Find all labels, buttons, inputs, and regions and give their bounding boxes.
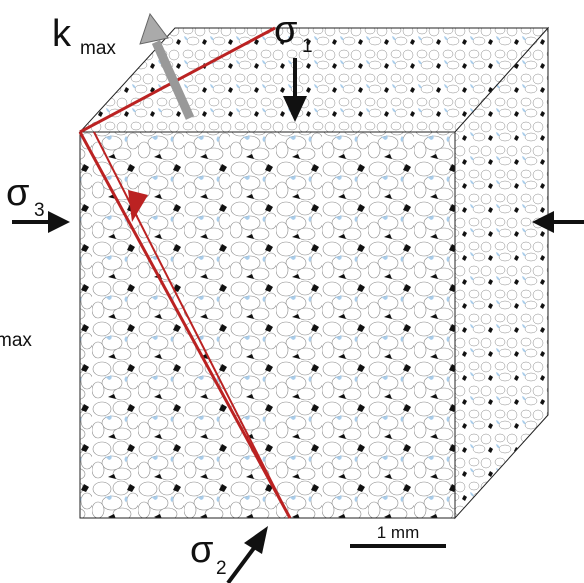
sigma-1-subscript: 1 <box>302 36 313 57</box>
k-arrowhead <box>140 14 168 44</box>
sigma-2-arrow <box>228 548 254 583</box>
arrowhead <box>48 211 70 233</box>
sigma-2-subscript: 2 <box>216 558 227 579</box>
arrowhead <box>244 526 268 554</box>
k-label: k <box>52 13 72 55</box>
figure: k max σ 1 σ 3 max σ 2 1 mm <box>0 0 584 583</box>
sigma-2-label: σ <box>190 529 213 571</box>
k-subscript: max <box>80 38 116 59</box>
front-face <box>80 132 455 518</box>
sigma-1-label: σ <box>274 9 297 51</box>
cut-label: max <box>0 330 32 351</box>
sigma-3-subscript: 3 <box>34 200 45 221</box>
cube <box>80 28 548 518</box>
scale-label: 1 mm <box>377 523 420 542</box>
sigma-3-label: σ <box>6 172 29 214</box>
